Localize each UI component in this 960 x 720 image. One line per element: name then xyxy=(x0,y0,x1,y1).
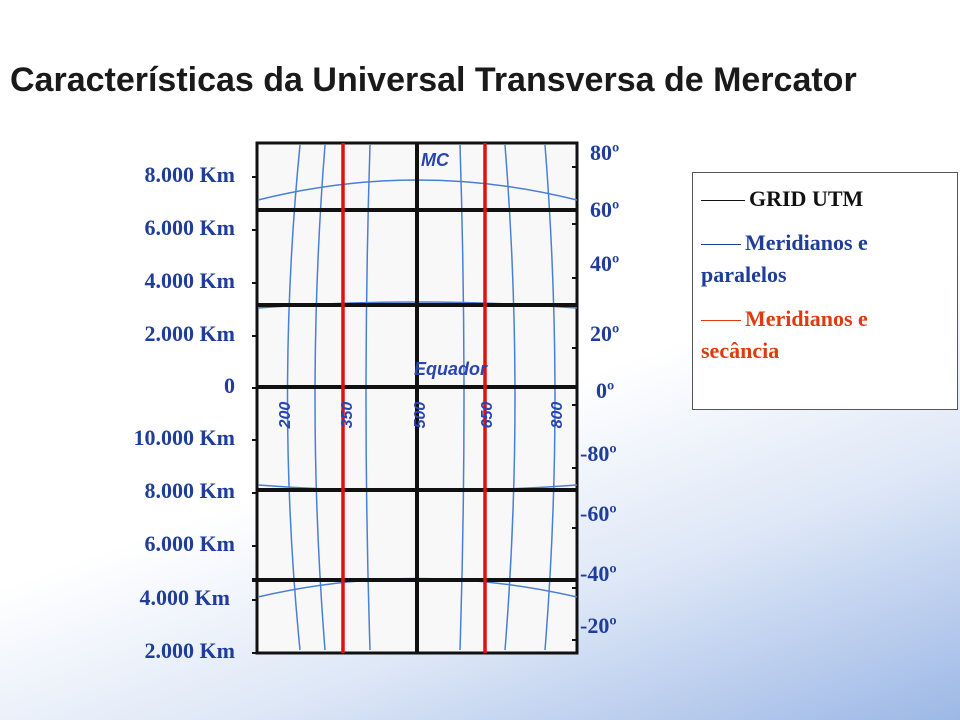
easting-label: 350 xyxy=(339,402,356,429)
right-label: 80º xyxy=(590,140,619,165)
left-label: 0 xyxy=(224,373,235,398)
left-axis: 8.000 Km 6.000 Km 4.000 Km 2.000 Km 0 10.000 … xyxy=(134,162,257,663)
legend-text: GRID UTM xyxy=(749,186,864,211)
left-label: 6.000 Km xyxy=(145,215,235,240)
right-label: -40º xyxy=(580,561,617,586)
mc-label: MC xyxy=(421,150,450,170)
easting-label: 800 xyxy=(549,402,566,429)
right-label: -80º xyxy=(580,441,617,466)
secant-lines xyxy=(341,143,487,653)
left-label: 8.000 Km xyxy=(145,478,235,503)
easting-labels: 200 350 500 650 800 xyxy=(277,402,566,430)
right-label: 60º xyxy=(590,197,619,222)
left-label: 8.000 Km xyxy=(145,162,235,187)
legend-item: GRID UTM xyxy=(701,183,949,215)
legend-item: Meridianos e secância xyxy=(701,303,949,367)
right-label: 20º xyxy=(590,321,619,346)
left-label: 4.000 Km xyxy=(140,585,230,610)
legend-text: Meridianos e secância xyxy=(701,306,868,363)
left-label: 2.000 Km xyxy=(145,321,235,346)
right-axis: 80º 60º 40º 20º 0º -80º -60º -40º -20º xyxy=(572,140,619,641)
left-label: 2.000 Km xyxy=(145,638,235,663)
right-label: -20º xyxy=(580,613,617,638)
easting-label: 650 xyxy=(479,402,496,429)
left-label: 4.000 Km xyxy=(145,268,235,293)
legend-text: Meridianos e paralelos xyxy=(701,230,868,287)
utm-grid xyxy=(252,143,577,653)
easting-label: 500 xyxy=(412,402,429,429)
legend-item: Meridianos e paralelos xyxy=(701,227,949,291)
slide-title: Características da Universal Transversa … xyxy=(10,61,857,99)
left-label: 6.000 Km xyxy=(145,531,235,556)
left-label: 10.000 Km xyxy=(134,425,235,450)
right-label: 0º xyxy=(596,378,614,403)
legend: GRID UTM Meridianos e paralelos Meridian… xyxy=(692,172,958,410)
right-label: 40º xyxy=(590,251,619,276)
right-label: -60º xyxy=(580,501,617,526)
equator-label: Equador xyxy=(414,359,488,379)
easting-label: 200 xyxy=(277,402,294,430)
